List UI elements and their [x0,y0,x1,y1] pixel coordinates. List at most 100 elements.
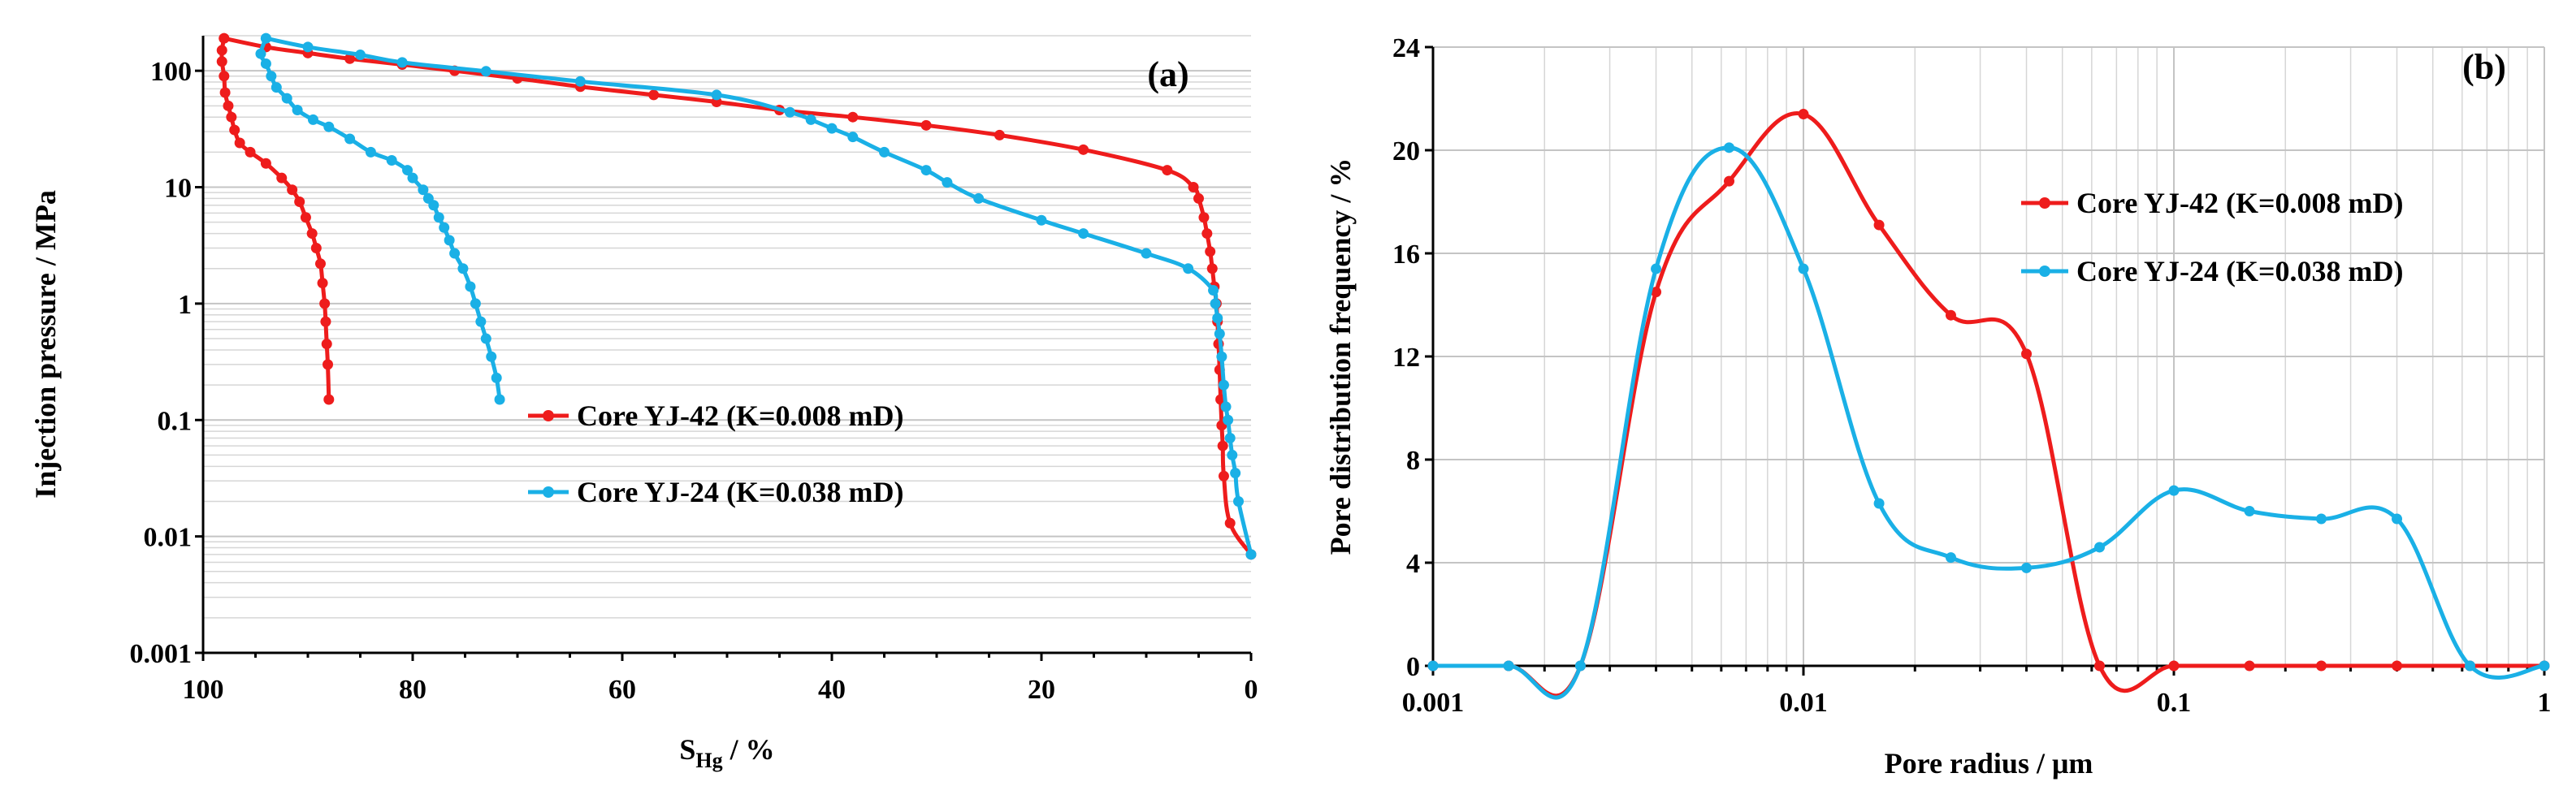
y-tick-label: 0 [1406,652,1420,682]
data-point [323,359,334,370]
data-point [1798,263,1809,274]
data-point [1078,144,1089,155]
data-point [847,111,859,123]
data-point [386,154,397,166]
series-line-yj24 [1433,145,2545,700]
data-point [449,248,461,259]
data-point [465,281,476,292]
x-tick-label: 100 [183,675,224,705]
data-point [1188,182,1199,193]
data-point [1141,248,1152,259]
data-point [920,165,932,176]
data-point [260,58,271,69]
data-point [2244,660,2255,672]
data-point [320,316,331,327]
data-point [260,32,271,44]
data-point [216,56,227,67]
data-point [784,106,795,118]
data-point [234,137,245,149]
data-point [920,119,932,131]
data-point [292,105,303,116]
y-tick-label: 12 [1392,343,1420,373]
data-point [1574,660,1586,672]
data-point [1245,549,1257,560]
data-point [223,100,234,111]
data-point [355,50,366,61]
panel-label-a: (a) [1147,54,1188,94]
data-point [229,124,240,136]
data-point [2168,485,2180,496]
data-point [494,394,505,405]
data-point [433,212,444,223]
data-point [1216,351,1227,362]
data-point [1218,470,1229,482]
panel-a-chart: 0.001 0.01 0.1 1 10 100 100 80 60 40 20 0 SHg / % Inj… [29,32,1258,772]
data-point [2315,660,2327,672]
data-point [1503,660,1514,672]
data-point [491,372,502,383]
y-tick-label: 24 [1392,33,1420,63]
data-point [2021,562,2033,573]
data-point [1183,263,1194,274]
data-point [1205,246,1216,257]
x-tick-label: 0 [1245,675,1258,705]
data-point [365,146,376,158]
data-point [1214,328,1225,339]
data-point [344,133,356,145]
data-point [287,184,298,196]
data-point [1723,175,1734,187]
data-point [1078,228,1089,240]
data-point [1212,313,1223,324]
data-point [1217,440,1228,451]
data-point [2315,513,2327,525]
data-point [2021,348,2033,360]
data-point [306,228,318,240]
y-tick-label: 20 [1392,136,1420,166]
data-point [307,114,318,125]
data-point [1873,219,1885,231]
data-point [2392,513,2403,525]
x-tick-label: 20 [1028,675,1055,705]
data-point [428,200,439,211]
x-axis-title-unit: / % [723,733,775,766]
data-point [1208,285,1219,296]
data-point [1230,468,1241,479]
data-point [1210,298,1221,309]
data-point [219,87,231,98]
panel-label-b: (b) [2462,47,2506,87]
legend-marker [2039,197,2050,209]
legend-marker [543,410,554,421]
data-point [323,121,335,132]
x-tick-label: 0.001 [1402,688,1465,718]
y-tick-label: 4 [1406,549,1420,579]
data-point [302,41,314,53]
data-point [1224,432,1236,443]
x-axis-title: SHg / % [679,733,774,772]
y-tick-label: 8 [1406,446,1420,476]
data-point [276,172,288,184]
data-point [418,184,429,196]
data-point [1220,401,1232,412]
data-point [1651,287,1662,298]
data-point [457,263,469,274]
data-point [321,339,332,350]
data-point [1201,228,1213,240]
data-point [317,278,328,289]
x-axis-title-main: S [679,733,695,766]
x-tick-label: 1 [2538,688,2552,718]
x-tick-label: 0.01 [1779,688,1828,718]
data-point [480,66,491,77]
data-point [439,222,450,233]
data-point [2539,660,2550,672]
data-point [396,57,408,68]
x-tick-label: 0.1 [2157,688,2192,718]
data-point [1873,498,1885,509]
data-point [2093,542,2105,553]
legend-marker [543,486,554,498]
data-point [1218,379,1229,391]
y-tick-label: 0.1 [158,406,193,436]
x-tick-label: 80 [399,675,426,705]
data-point [216,45,227,56]
data-point [1036,214,1047,226]
x-axis-title: Pore radius / μm [1885,747,2093,780]
